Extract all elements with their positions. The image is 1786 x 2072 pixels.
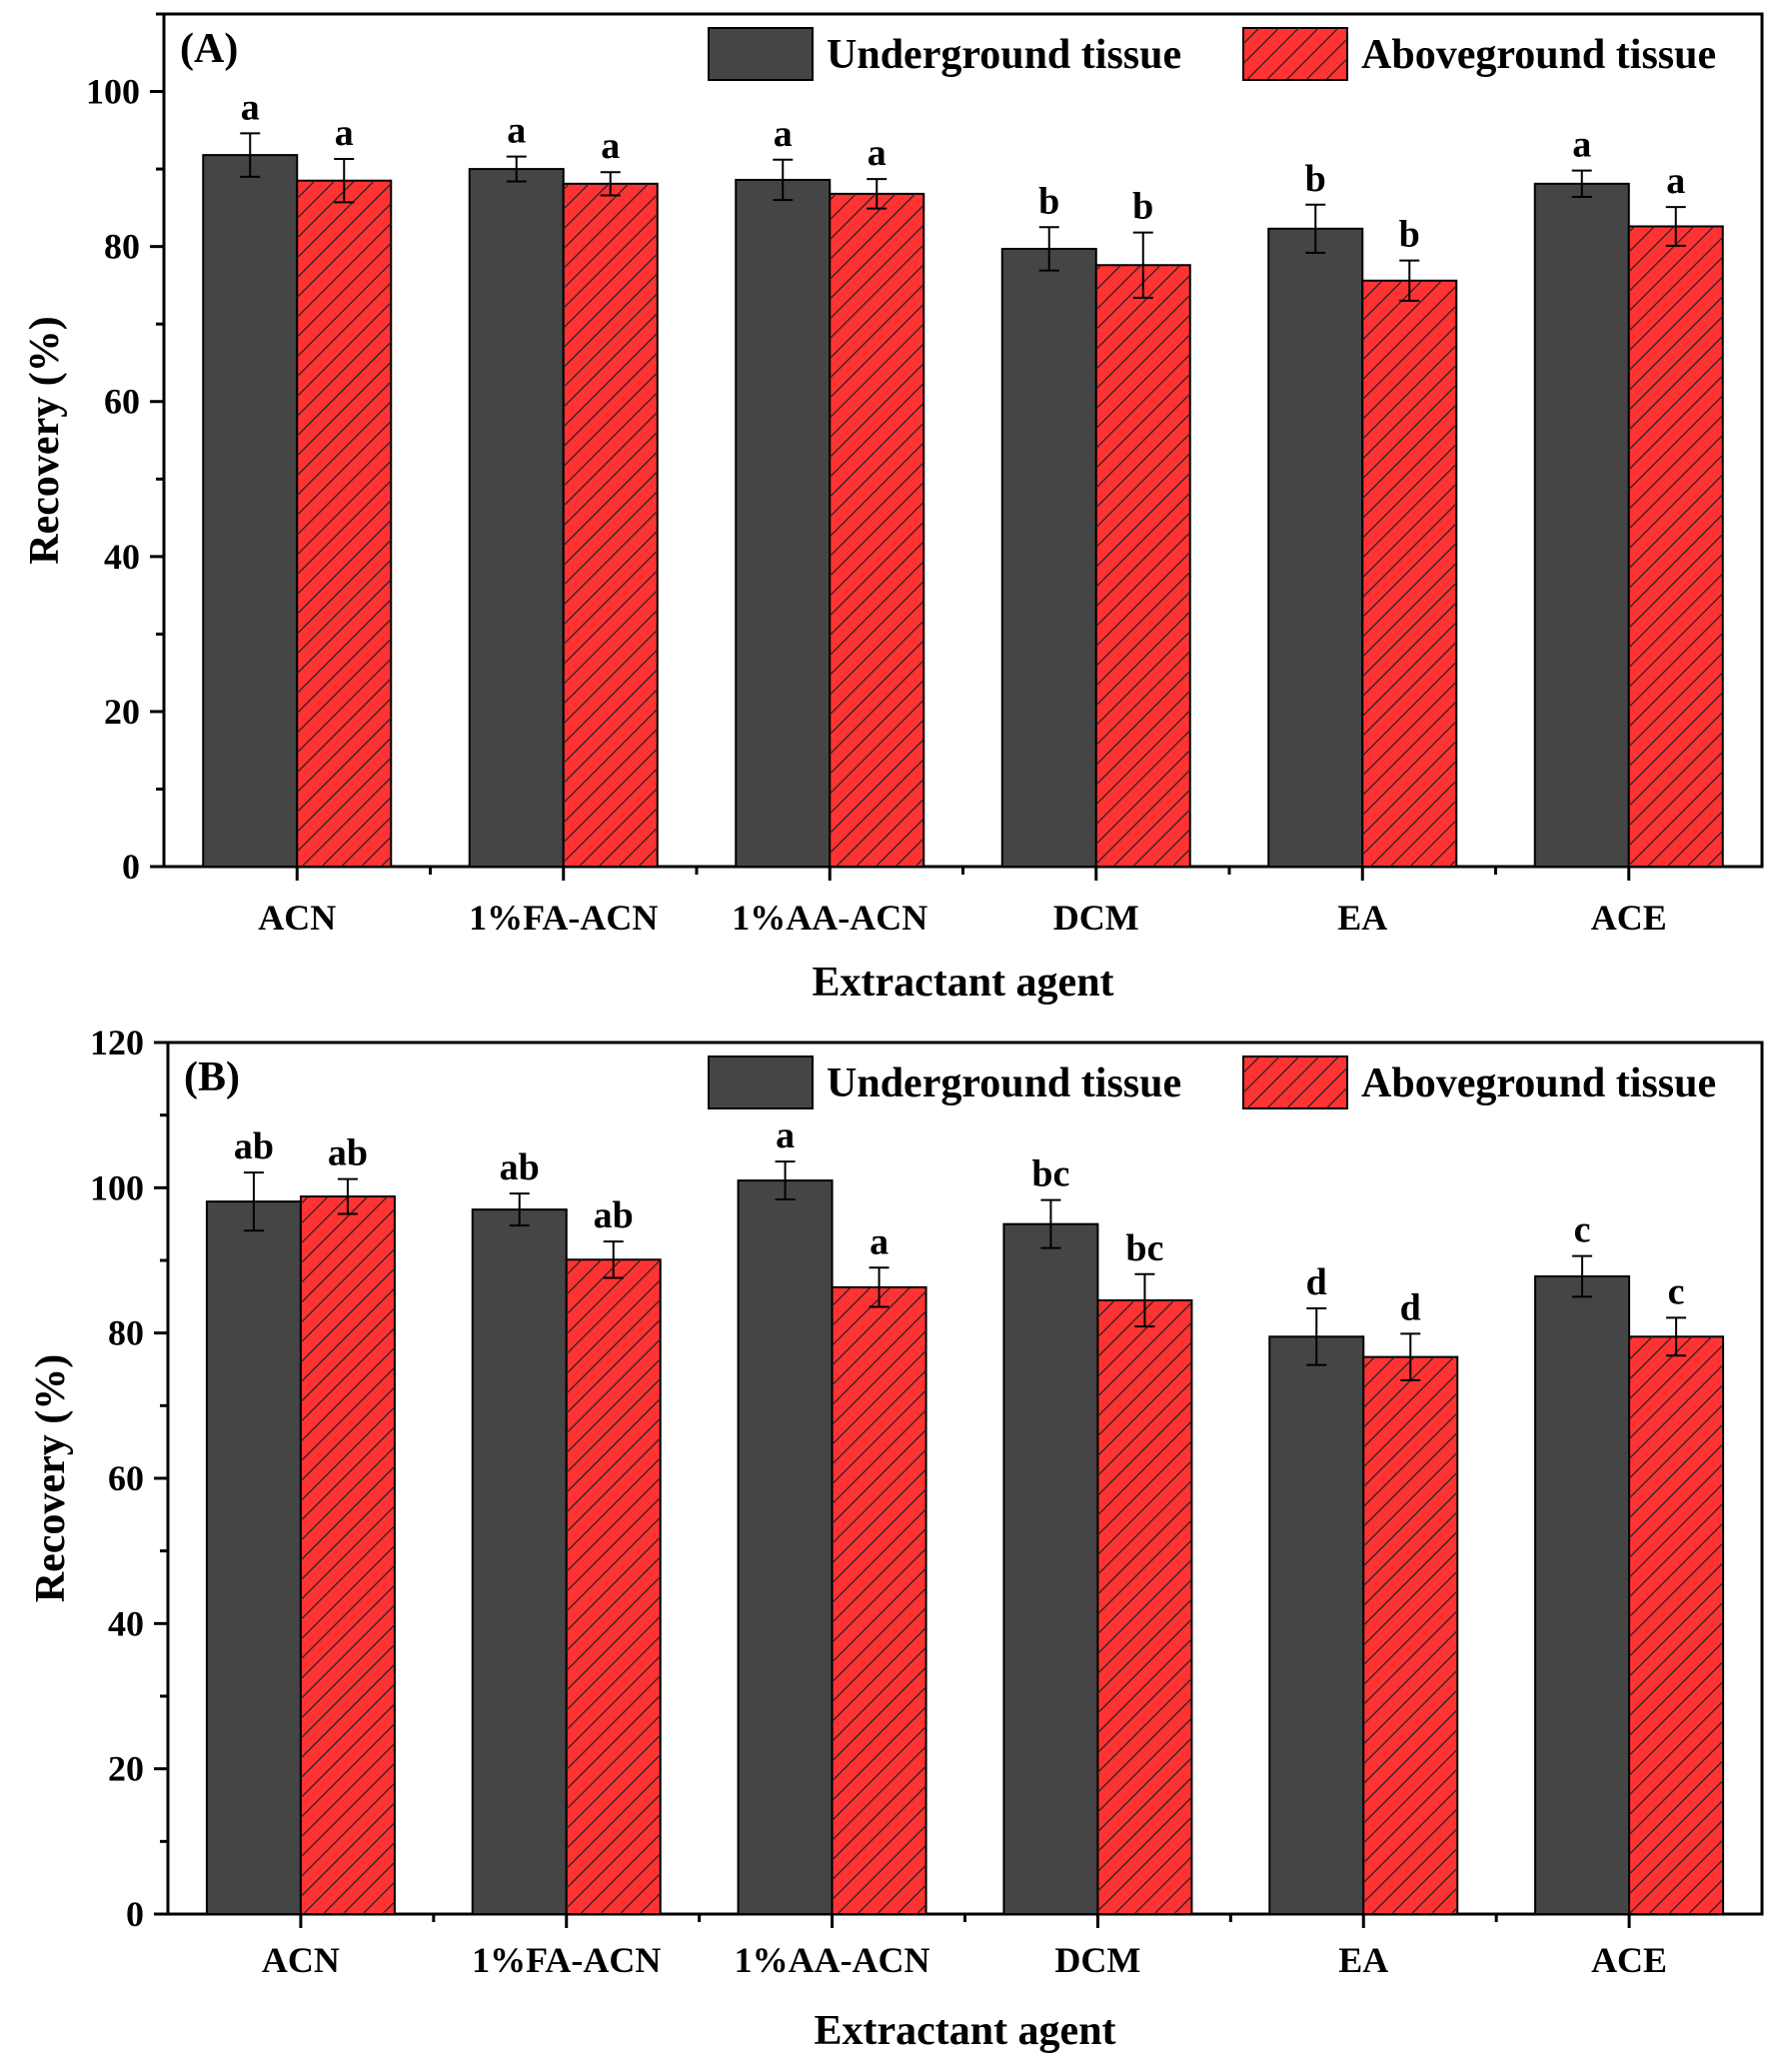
bar-underground [1533, 182, 1630, 869]
x-tick-label: EA [1337, 898, 1387, 938]
y-axis-title: Recovery (%) [28, 1354, 74, 1602]
x-tick-label: 1%AA-ACN [732, 898, 927, 938]
significance-label: a [776, 1114, 795, 1156]
y-tick-label: 80 [104, 227, 140, 267]
x-axis-title: Extractant agent [814, 2008, 1115, 2054]
y-tick-label: 120 [90, 1023, 144, 1062]
plot-frame [166, 1040, 1764, 1916]
bar-hatch [563, 183, 658, 868]
bar-hatch [830, 193, 924, 867]
significance-label: a [1666, 160, 1685, 202]
y-tick-label: 0 [122, 847, 140, 887]
y-tick-label: 20 [108, 1749, 144, 1789]
x-tick-label: ACN [262, 1940, 340, 1980]
y-tick-label: 60 [104, 382, 140, 422]
y-tick-label: 40 [104, 537, 140, 577]
significance-label: bc [1031, 1153, 1069, 1195]
bar-underground [202, 154, 299, 868]
bar-underground [468, 168, 565, 869]
bar-underground [737, 1179, 834, 1915]
significance-label: a [507, 110, 526, 152]
significance-label: a [241, 86, 260, 128]
significance-label: ab [500, 1146, 540, 1188]
significance-label: a [601, 125, 620, 167]
bar-hatch [1628, 226, 1723, 867]
legend-label: Underground tissue [827, 32, 1181, 78]
x-tick-label: ACN [258, 898, 336, 938]
panel-label: (A) [180, 26, 238, 72]
significance-label: a [335, 112, 354, 154]
x-tick-label: EA [1338, 1940, 1388, 1980]
legend-label: Aboveground tissue [1361, 1060, 1716, 1106]
x-tick-label: 1%FA-ACN [472, 1940, 661, 1980]
x-tick-label: ACE [1591, 898, 1667, 938]
significance-label: c [1668, 1270, 1685, 1312]
significance-label: d [1400, 1286, 1421, 1328]
y-axis-title: Recovery (%) [22, 316, 68, 564]
significance-label: b [1399, 214, 1420, 256]
significance-label: ab [234, 1125, 274, 1167]
bar-underground [1002, 1222, 1099, 1915]
legend: Underground tissue Aboveground tissue [708, 27, 1716, 81]
y-tick-label: 20 [104, 692, 140, 732]
y-tick-label: 100 [90, 1167, 144, 1207]
y-tick-label: 0 [126, 1894, 144, 1934]
bar-underground [205, 1200, 302, 1915]
legend: Underground tissue Aboveground tissue [708, 1055, 1716, 1109]
bar-underground [1268, 1335, 1365, 1916]
legend-label: Aboveground tissue [1361, 32, 1716, 78]
bar-hatch [1629, 1336, 1724, 1914]
bar-hatch [832, 1286, 926, 1914]
significance-label: b [1038, 180, 1059, 222]
legend-swatch-underground [708, 27, 814, 81]
bar-hatch [1095, 265, 1190, 867]
bar-underground [1267, 227, 1364, 868]
significance-label: a [1572, 124, 1591, 166]
bar-hatch [1363, 1356, 1458, 1914]
y-tick-label: 40 [108, 1603, 144, 1643]
x-tick-label: 1%FA-ACN [469, 898, 658, 938]
chart-panel-b: 0 20 40 60 80 100 120 Recovery (%) Extractant ag… [28, 1023, 1764, 2054]
plot-frame [162, 12, 1764, 869]
bar-hatch [297, 180, 392, 868]
legend-label: Underground tissue [827, 1060, 1181, 1106]
bar-underground [1000, 247, 1097, 869]
significance-label: d [1306, 1261, 1327, 1303]
bar-hatch [566, 1259, 661, 1914]
x-tick-label: ACE [1591, 1940, 1667, 1980]
panel-label: (B) [184, 1054, 240, 1100]
bar-underground [1534, 1274, 1631, 1915]
significance-label: ab [594, 1194, 634, 1236]
bar-hatch [1362, 280, 1457, 868]
significance-label: ab [328, 1132, 368, 1174]
y-tick-label: 60 [108, 1458, 144, 1498]
significance-label: b [1305, 158, 1326, 200]
significance-label: b [1132, 186, 1153, 228]
chart-panel-a: 0 20 40 60 80 100 Recovery (%) Extractant agent… [22, 12, 1764, 1006]
bar-underground [471, 1208, 568, 1915]
significance-label: a [868, 132, 887, 174]
significance-label: a [870, 1220, 889, 1262]
significance-label: bc [1125, 1227, 1163, 1269]
x-tick-label: 1%AA-ACN [735, 1940, 930, 1980]
x-tick-label: DCM [1054, 1940, 1140, 1980]
y-tick-label: 100 [86, 72, 140, 112]
legend-swatch-hatch [1243, 28, 1347, 80]
significance-label: c [1574, 1209, 1591, 1251]
y-tick-label: 80 [108, 1313, 144, 1353]
legend-swatch-hatch [1243, 1056, 1347, 1108]
x-axis-title: Extractant agent [812, 960, 1113, 1006]
bar-underground [735, 178, 832, 868]
significance-label: a [774, 113, 793, 155]
x-tick-label: DCM [1053, 898, 1139, 938]
bar-hatch [1097, 1299, 1192, 1914]
bar-hatch [300, 1196, 395, 1914]
legend-swatch-underground [708, 1055, 814, 1109]
